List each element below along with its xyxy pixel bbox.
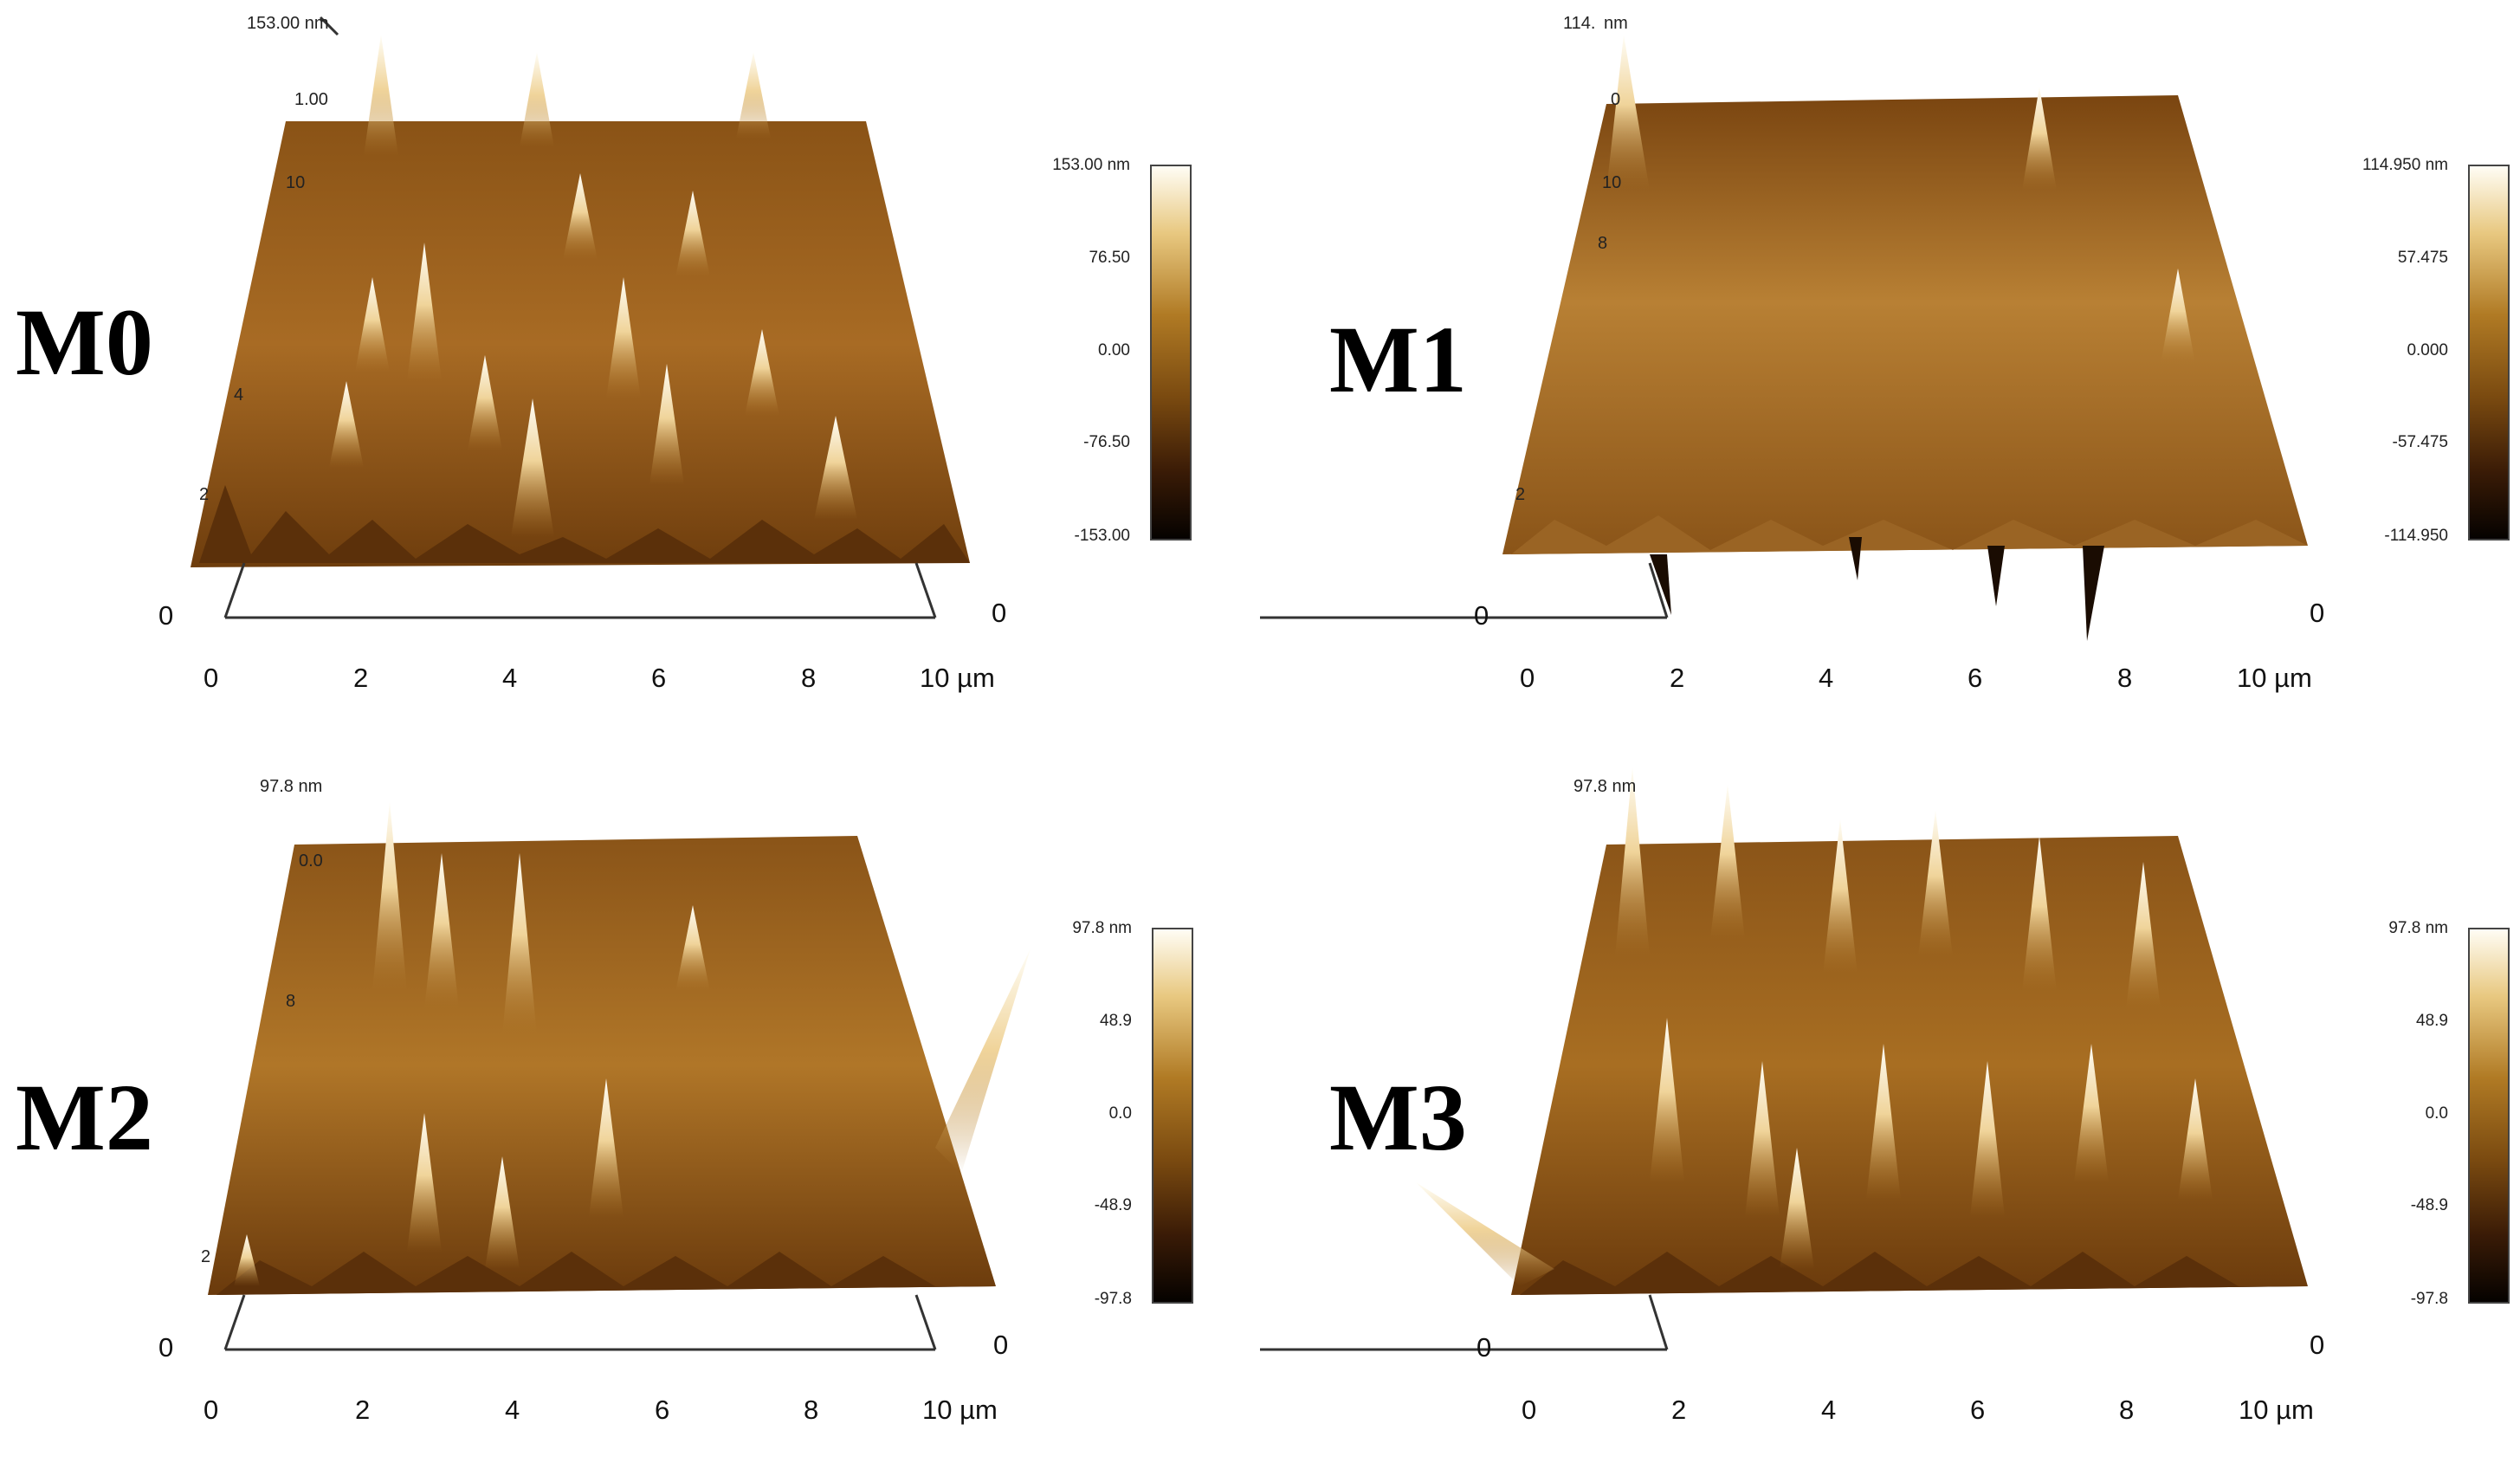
- x-tick: 0: [204, 1395, 219, 1425]
- right-zero-label: 0: [2310, 598, 2325, 628]
- x-tick: 10 µm: [922, 1395, 998, 1425]
- z-max-label: 153.00 nm: [247, 14, 329, 33]
- y-tick: 0.0: [299, 851, 323, 871]
- left-zero-label: 0: [1474, 600, 1489, 631]
- colorbar-label: 114.950 nm: [2362, 156, 2448, 174]
- x-tick: 6: [655, 1395, 670, 1425]
- colorbar-label: 0.00: [1098, 341, 1130, 359]
- colorbar-label: 0.000: [2407, 341, 2448, 359]
- right-zero-label: 0: [992, 598, 1007, 628]
- left-zero-label: 0: [158, 1332, 174, 1363]
- x-tick: 6: [1970, 1395, 1986, 1425]
- colorbar-label: -97.8: [2410, 1290, 2448, 1308]
- x-tick: 2: [353, 663, 369, 693]
- y-tick: 10: [1602, 173, 1622, 192]
- afm-panel-m0: M0 153.00 nm 1.00 10 4 2 0 0 0 2 4 6 8 1…: [0, 0, 1260, 731]
- z-max-label: 97.8 nm: [1573, 777, 1637, 796]
- y-tick: 10: [286, 173, 306, 192]
- colorbar: [1150, 165, 1192, 541]
- x-tick: 6: [1968, 663, 1983, 693]
- colorbar-label: 48.9: [1100, 1012, 1132, 1030]
- colorbar-label: 0.0: [2425, 1104, 2448, 1123]
- panel-label: M2: [16, 1065, 153, 1170]
- afm-surface-m3: [1260, 767, 2308, 1351]
- afm-panel-m3: M3 97.8 nm 0 0 0 2 4 6 8 10 µm 97.8 nm 4…: [1260, 732, 2520, 1463]
- x-tick: 8: [801, 663, 817, 693]
- x-tick: 8: [804, 1395, 819, 1425]
- afm-panel-m2: M2 97.8 nm 0.0 8 2 0 0 0 2 4 6 8 10 µm 9…: [0, 732, 1260, 1463]
- afm-surface-m2: [208, 801, 1031, 1351]
- colorbar-label: -48.9: [1094, 1196, 1132, 1214]
- panel-label: M3: [1329, 1065, 1467, 1170]
- colorbar-label: 57.475: [2397, 249, 2448, 267]
- y-tick: 1.00: [294, 90, 328, 109]
- afm-surface-m0: [191, 16, 970, 619]
- x-tick: 4: [1819, 663, 1834, 693]
- afm-panel-m1: M1 114. nm 0 10 8 2 0 0 0 2 4 6 8 10 µm …: [1260, 0, 2520, 731]
- x-tick: 0: [1522, 1395, 1537, 1425]
- colorbar-label: 97.8 nm: [2388, 919, 2448, 937]
- colorbar-label: 48.9: [2416, 1012, 2448, 1030]
- colorbar: [2468, 928, 2510, 1304]
- panel-label: M0: [16, 289, 153, 395]
- left-zero-label: 0: [1476, 1332, 1492, 1363]
- x-tick: 4: [502, 663, 518, 693]
- right-zero-label: 0: [993, 1330, 1009, 1360]
- x-tick: 10 µm: [920, 663, 995, 693]
- left-zero-label: 0: [158, 600, 174, 631]
- x-tick: 10 µm: [2239, 1395, 2314, 1425]
- x-tick: 4: [1821, 1395, 1837, 1425]
- y-tick: 8: [1598, 234, 1608, 253]
- x-tick: 6: [651, 663, 667, 693]
- colorbar-label: 76.50: [1089, 249, 1130, 267]
- colorbar-label: 97.8 nm: [1072, 919, 1132, 937]
- colorbar-label: -97.8: [1094, 1290, 1132, 1308]
- y-tick: 8: [286, 992, 296, 1011]
- z-max-label: 97.8 nm: [260, 777, 323, 796]
- colorbar-label: -114.950: [2384, 527, 2448, 545]
- afm-surface-m1: [1260, 35, 2308, 641]
- x-tick: 4: [505, 1395, 520, 1425]
- colorbar-label: -76.50: [1083, 433, 1130, 451]
- colorbar-label: 0.0: [1108, 1104, 1132, 1123]
- y-tick: 2: [1515, 485, 1526, 504]
- x-tick: 10 µm: [2237, 663, 2312, 693]
- y-tick: 0: [1611, 90, 1621, 109]
- right-zero-label: 0: [2310, 1330, 2325, 1360]
- colorbar: [1152, 928, 1193, 1304]
- colorbar-label: -48.9: [2410, 1196, 2448, 1214]
- x-tick: 0: [1520, 663, 1535, 693]
- x-tick: 8: [2117, 663, 2133, 693]
- x-tick: 2: [1671, 1395, 1687, 1425]
- colorbar: [2468, 165, 2510, 541]
- z-max-label: 114. nm: [1563, 14, 1628, 33]
- colorbar-label: 153.00 nm: [1052, 156, 1130, 174]
- colorbar-label: -153.00: [1074, 527, 1130, 545]
- panel-label: M1: [1329, 307, 1467, 412]
- x-tick: 0: [204, 663, 219, 693]
- x-tick: 2: [355, 1395, 371, 1425]
- x-tick: 8: [2119, 1395, 2135, 1425]
- colorbar-label: -57.475: [2392, 433, 2448, 451]
- y-tick: 4: [234, 385, 244, 405]
- x-tick: 2: [1670, 663, 1685, 693]
- y-tick: 2: [201, 1247, 211, 1266]
- y-tick: 2: [199, 485, 210, 504]
